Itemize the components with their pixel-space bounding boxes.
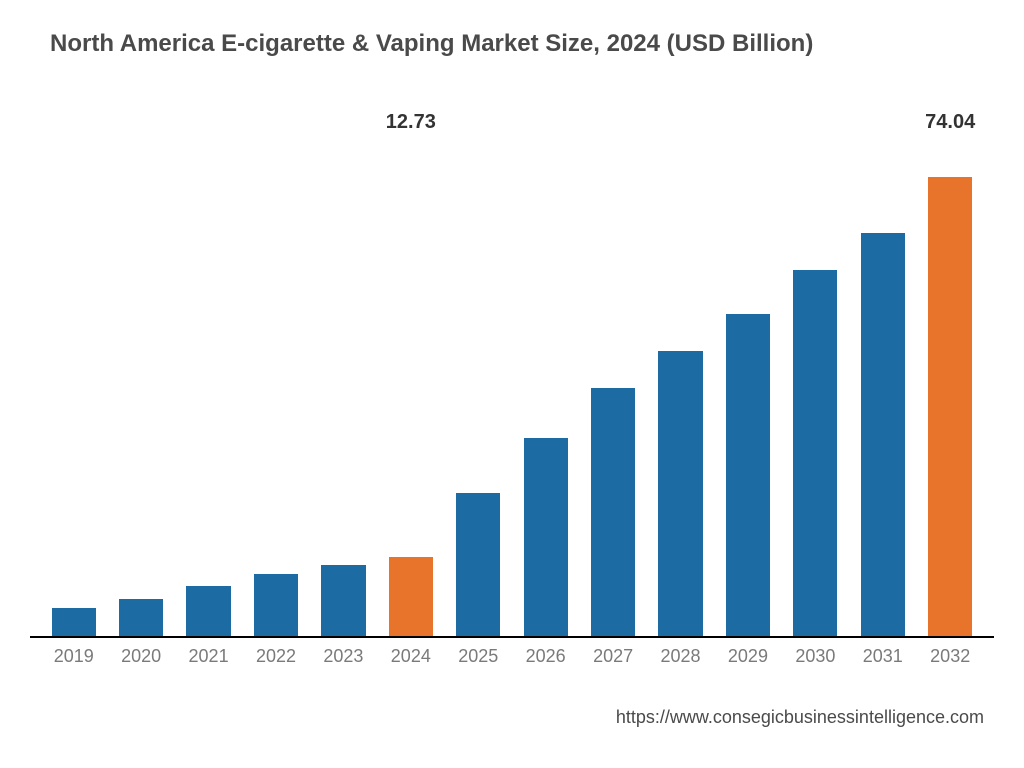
bar-wrapper: 74.04 xyxy=(919,140,980,636)
x-axis-label: 2030 xyxy=(785,646,846,667)
bar xyxy=(524,438,568,636)
bar-wrapper xyxy=(785,140,846,636)
bar xyxy=(726,314,770,636)
bar xyxy=(389,557,433,636)
bar-wrapper xyxy=(110,140,171,636)
x-axis-label: 2022 xyxy=(245,646,306,667)
x-axis-label: 2019 xyxy=(43,646,104,667)
bar xyxy=(591,388,635,636)
bar-wrapper xyxy=(852,140,913,636)
x-axis-label: 2029 xyxy=(717,646,778,667)
bar xyxy=(658,351,702,636)
bars-container: 12.73 74.04 xyxy=(30,140,994,636)
bar xyxy=(119,599,163,636)
bar-value-label: 74.04 xyxy=(925,111,975,134)
x-axis-label: 2024 xyxy=(380,646,441,667)
bar-wrapper xyxy=(717,140,778,636)
bar-wrapper xyxy=(448,140,509,636)
x-axis-label: 2025 xyxy=(448,646,509,667)
bar xyxy=(52,608,96,636)
bar xyxy=(793,270,837,636)
bar-wrapper xyxy=(650,140,711,636)
x-axis-label: 2020 xyxy=(110,646,171,667)
bar-wrapper xyxy=(178,140,239,636)
x-axis-labels: 2019 2020 2021 2022 2023 2024 2025 2026 2027 2028… xyxy=(30,646,994,667)
bar-wrapper xyxy=(313,140,374,636)
bar xyxy=(186,586,230,636)
bar-wrapper xyxy=(515,140,576,636)
bar xyxy=(456,493,500,636)
bar xyxy=(321,565,365,636)
bar xyxy=(254,574,298,636)
bar xyxy=(861,233,905,636)
bar-value-label: 12.73 xyxy=(386,111,436,134)
x-axis-label: 2023 xyxy=(313,646,374,667)
chart-plot-area: 12.73 74.04 xyxy=(30,140,994,638)
bar-wrapper: 12.73 xyxy=(380,140,441,636)
bar-wrapper xyxy=(582,140,643,636)
x-axis-label: 2032 xyxy=(919,646,980,667)
x-axis-label: 2027 xyxy=(582,646,643,667)
x-axis-label: 2028 xyxy=(650,646,711,667)
bar xyxy=(928,177,972,636)
x-axis-label: 2031 xyxy=(852,646,913,667)
chart-title: North America E-cigarette & Vaping Marke… xyxy=(50,30,813,58)
x-axis-label: 2026 xyxy=(515,646,576,667)
bar-wrapper xyxy=(245,140,306,636)
bar-wrapper xyxy=(43,140,104,636)
x-axis-label: 2021 xyxy=(178,646,239,667)
source-url: https://www.consegicbusinessintelligence… xyxy=(616,707,984,728)
